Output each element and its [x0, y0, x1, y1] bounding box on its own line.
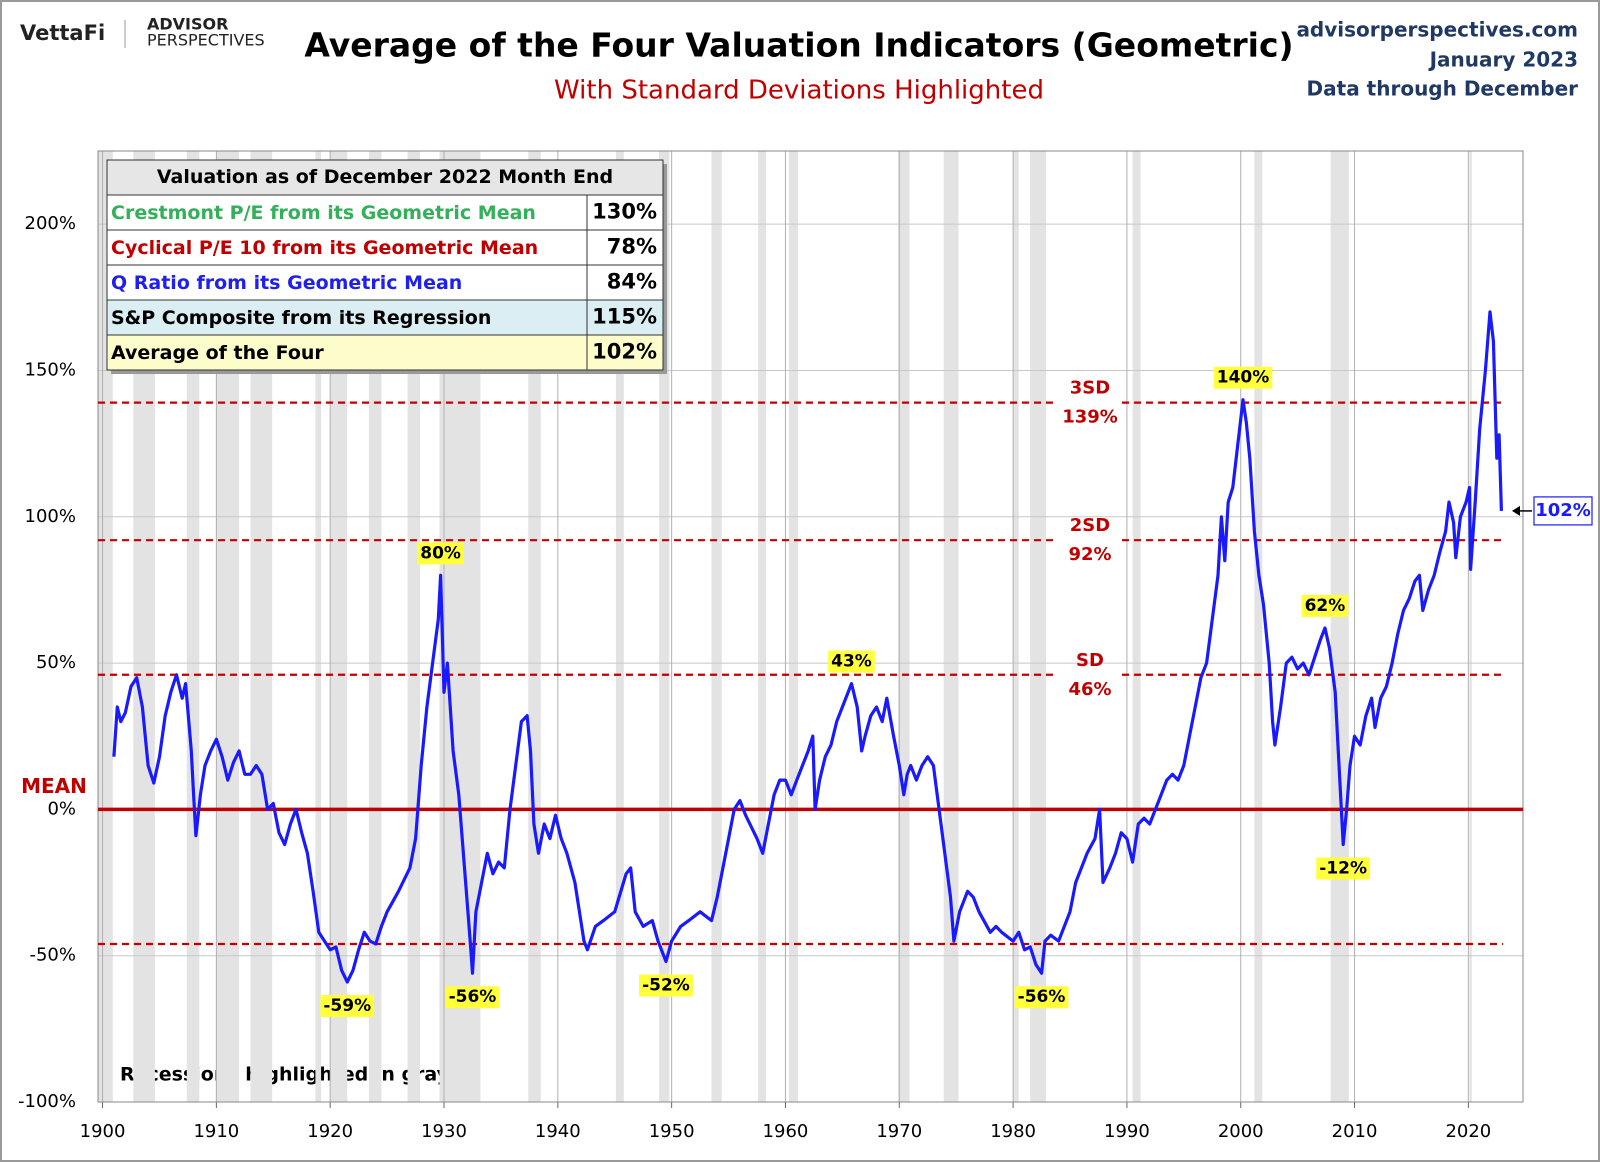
callout-box [1533, 496, 1593, 526]
table-row-bg [106, 264, 664, 301]
recession-band [711, 151, 722, 1102]
annotation: -52% [642, 976, 690, 996]
recession-note: Recessions highlighted in gray [120, 1064, 450, 1086]
x-tick-label: 1920 [307, 1121, 353, 1142]
recession-band [330, 151, 348, 1102]
table-row-bg [106, 334, 664, 371]
annotation-bg [1301, 594, 1349, 617]
annotation: -12% [1319, 858, 1367, 878]
series-line [112, 310, 1503, 984]
mean-label: MEAN [21, 774, 87, 798]
x-tick-label: 2010 [1332, 1121, 1378, 1142]
recession-band [943, 151, 959, 1102]
table-header-bg [106, 159, 664, 196]
table-row-value: 84% [607, 270, 657, 294]
recession-band [368, 151, 382, 1102]
table-row-bg [106, 299, 664, 336]
annotation: -56% [449, 987, 497, 1007]
table-row-value: 130% [592, 200, 657, 224]
annotation-bg [1213, 366, 1273, 389]
annotation-bg [828, 650, 875, 673]
recession-band [133, 151, 155, 1102]
x-tick-label: 1960 [763, 1121, 809, 1142]
recession-band [315, 151, 322, 1102]
recession-band [1132, 151, 1141, 1102]
recession-band [1030, 151, 1047, 1102]
table-title: Valuation as of December 2022 Month End [157, 166, 613, 188]
recession-band [1013, 151, 1019, 1102]
chart-subtitle: With Standard Deviations Highlighted [554, 76, 1044, 106]
annotation: -59% [323, 996, 371, 1016]
annotation: 140% [1217, 368, 1270, 388]
recession-band [615, 151, 624, 1102]
table-row-name: Q Ratio from its Geometric Mean [111, 272, 462, 294]
x-tick-label: 1950 [649, 1121, 695, 1142]
table-row-name: Crestmont P/E from its Geometric Mean [111, 202, 536, 224]
annotation-bg [417, 542, 464, 565]
chart-title: Average of the Four Valuation Indicators… [304, 26, 1293, 65]
recession-band [186, 151, 200, 1102]
x-tick-label: 2000 [1218, 1121, 1264, 1142]
recession-band [528, 151, 541, 1102]
y-tick-label: 200% [25, 213, 76, 234]
recession-band [216, 151, 240, 1102]
table-row-value: 102% [592, 340, 657, 364]
recession-band [1330, 151, 1349, 1102]
sd-value-label: 139% [1062, 407, 1118, 428]
x-tick-label: 1980 [990, 1121, 1036, 1142]
table-row-bg [106, 194, 664, 231]
recession-band [250, 151, 273, 1102]
recession-band [1469, 151, 1472, 1102]
sd-value-label: 46% [1068, 679, 1111, 700]
table-row-value: 115% [592, 305, 657, 329]
annotation: 80% [420, 543, 461, 563]
x-tick-label: 1990 [1104, 1121, 1150, 1142]
recession-band [659, 151, 670, 1102]
table-row-name: Average of the Four [111, 342, 324, 364]
y-tick-label: 50% [36, 652, 76, 673]
sd-label: 2SD [1070, 515, 1110, 536]
y-tick-label: -50% [29, 945, 76, 966]
logo: VettaFi [20, 21, 105, 45]
annotation-bg [320, 995, 375, 1018]
annotation: 43% [831, 652, 872, 672]
brand: PERSPECTIVES [147, 31, 265, 50]
x-tick-label: 1900 [80, 1121, 126, 1142]
x-tick-label: 1940 [535, 1121, 581, 1142]
site: advisorperspectives.com [1296, 18, 1578, 42]
recession-band [758, 151, 767, 1102]
y-tick-label: 150% [25, 359, 76, 380]
recession-band [1254, 151, 1263, 1102]
data-note: Data through December [1307, 77, 1579, 101]
sd-label: 3SD [1070, 378, 1110, 399]
y-tick-label: -100% [18, 1091, 76, 1112]
annotation-bg [445, 986, 500, 1009]
x-tick-label: 1930 [421, 1121, 467, 1142]
recession-band [98, 151, 113, 1102]
annotation-bg [1014, 986, 1069, 1009]
recession-band [788, 151, 798, 1102]
date: January 2023 [1428, 48, 1578, 72]
callout-label: 102% [1535, 500, 1591, 521]
x-tick-label: 1970 [876, 1121, 922, 1142]
annotation-bg [1316, 857, 1371, 880]
recession-band [898, 151, 910, 1102]
x-tick-label: 2020 [1445, 1121, 1491, 1142]
annotation: -56% [1018, 987, 1066, 1007]
table-row-bg [106, 229, 664, 266]
y-tick-label: 0% [47, 798, 76, 819]
sd-label: SD [1076, 650, 1104, 671]
annotation-bg [639, 974, 693, 997]
brand: ADVISOR [147, 15, 228, 34]
callout-arrowhead [1512, 505, 1520, 516]
y-tick-label: 100% [25, 506, 76, 527]
table-row-name: Cyclical P/E 10 from its Geometric Mean [111, 237, 538, 259]
x-tick-label: 1910 [193, 1121, 239, 1142]
table-row-name: S&P Composite from its Regression [111, 307, 491, 329]
plot-border [97, 150, 1524, 1103]
sd-value-label: 92% [1068, 544, 1111, 565]
table-row-value: 78% [607, 235, 657, 259]
annotation: 62% [1305, 596, 1346, 616]
